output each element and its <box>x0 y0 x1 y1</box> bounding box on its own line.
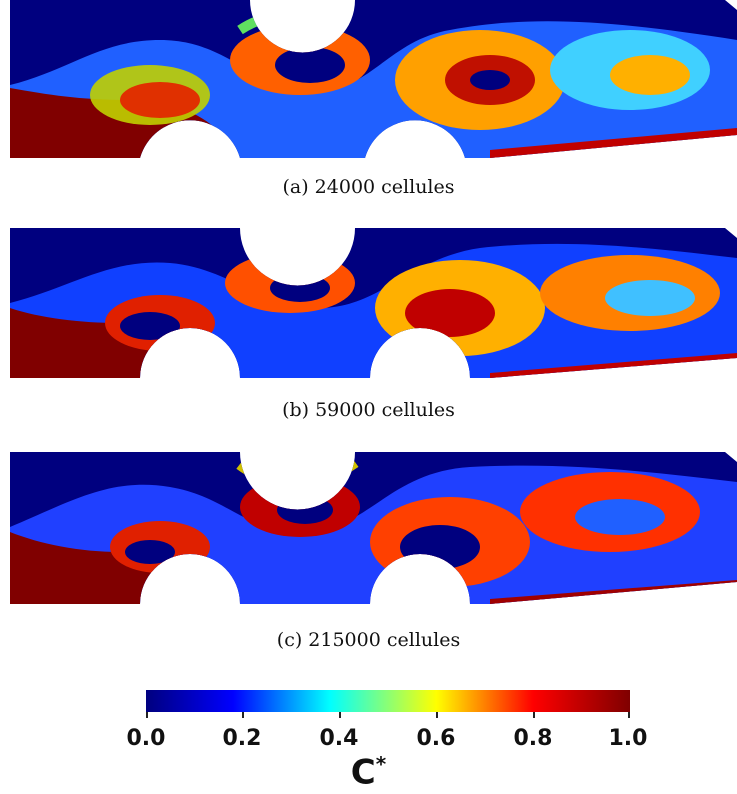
colorbar-tick-5 <box>628 712 630 718</box>
colorbar-tick-3 <box>436 712 438 718</box>
colorbar-tick-label-3: 0.6 <box>416 726 456 751</box>
colorbar-tick-0 <box>146 712 148 718</box>
colorbar-tick-2 <box>339 712 341 718</box>
colorbar-tick-label-5: 1.0 <box>608 726 648 751</box>
panel-a-field <box>10 0 737 160</box>
panel-b-caption: (b) 59000 cellules <box>282 399 455 421</box>
panel-c-contour-plot <box>10 452 737 604</box>
colorbar-tick-label-1: 0.2 <box>222 726 262 751</box>
colorbar-title-superscript: * <box>375 752 387 776</box>
colorbar-tick-4 <box>533 712 535 718</box>
panel-a-contour-plot <box>10 0 737 158</box>
colorbar-tick-label-4: 0.8 <box>513 726 553 751</box>
colorbar-title: C* <box>0 752 737 792</box>
panel-b-field <box>10 228 737 380</box>
panel-c-caption: (c) 215000 cellules <box>276 629 461 651</box>
colorbar-tick-1 <box>242 712 244 718</box>
colorbar-title-symbol: C <box>350 752 376 793</box>
colorbar-tick-label-2: 0.4 <box>319 726 359 751</box>
panel-c-field <box>10 452 737 607</box>
panel-a-caption: (a) 24000 cellules <box>282 176 455 198</box>
colorbar <box>146 690 630 712</box>
panel-b-contour-plot <box>10 228 737 378</box>
colorbar-tick-label-0: 0.0 <box>126 726 166 751</box>
